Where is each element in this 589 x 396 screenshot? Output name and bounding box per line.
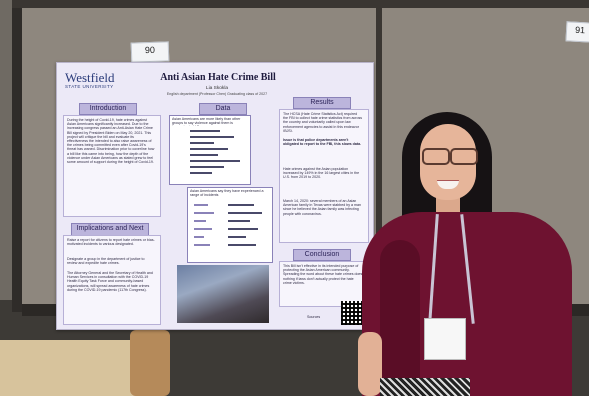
- chart-bar: [228, 212, 262, 214]
- implications-text-1: Raise a report for citizens to report ha…: [67, 238, 155, 247]
- poster-title: Anti Asian Hate Crime Bill: [160, 72, 276, 83]
- section-introduction: Introduction: [79, 103, 137, 115]
- chart-bar: [190, 154, 218, 156]
- chart-bar: [190, 136, 234, 138]
- poster-number-tag: 90: [130, 41, 170, 63]
- board-top-rail: [12, 0, 589, 8]
- chart-bar: [194, 212, 214, 214]
- university-logo: Westfield STATE UNIVERSITY: [65, 71, 135, 93]
- research-poster: Westfield STATE UNIVERSITY Anti Asian Ha…: [56, 62, 374, 330]
- chart-bar: [228, 204, 254, 206]
- implications-text-3: The Attorney General and the Secretary o…: [67, 271, 153, 292]
- chart-bar: [190, 172, 212, 174]
- chart-bar: [194, 236, 204, 238]
- protest-photo: [177, 265, 269, 323]
- person-skirt: [380, 378, 470, 396]
- results-box: [279, 109, 369, 243]
- chart-bar: [194, 244, 210, 246]
- data-chart-1: Asian Americans are more likely than oth…: [169, 115, 251, 185]
- board-divider: [376, 6, 382, 312]
- data-chart-2: Asian Americans say they have experience…: [187, 187, 273, 263]
- implications-box: [63, 235, 161, 325]
- logo-subtitle: STATE UNIVERSITY: [65, 84, 114, 89]
- section-conclusion: Conclusion: [293, 249, 351, 261]
- implications-text-2: Designate a group in the department of j…: [67, 257, 145, 266]
- chart-bar: [190, 166, 224, 168]
- logo-name: Westfield: [65, 70, 115, 85]
- section-data: Data: [199, 103, 247, 115]
- background-person-legs: [130, 330, 170, 396]
- chart-bar: [190, 130, 220, 132]
- glasses-lens-left: [422, 148, 450, 165]
- chart-bar: [190, 148, 228, 150]
- person-arm: [358, 332, 382, 396]
- name-badge: [424, 318, 466, 360]
- poster-affiliation: English department (Professor Chen) Grad…: [166, 92, 268, 96]
- floor-wood-area: [0, 340, 150, 396]
- conclusion-box: [279, 261, 369, 307]
- poster-number-tag-next: 91: [565, 21, 589, 43]
- glasses: [420, 148, 478, 165]
- results-text-3: Hate crimes against the Asian population…: [283, 167, 360, 180]
- smile: [437, 180, 459, 189]
- sources-label: Sources: [307, 315, 321, 319]
- conclusion-text: This Bill isn't effective in its intende…: [283, 264, 363, 285]
- chart-bar: [228, 228, 258, 230]
- chart-bar: [228, 236, 246, 238]
- chart-bar: [190, 142, 214, 144]
- chart-1-title: Asian Americans are more likely than oth…: [172, 117, 241, 126]
- intro-box: [63, 115, 161, 217]
- chart-bar: [194, 228, 212, 230]
- chart-bar: [194, 204, 208, 206]
- chart-2-title: Asian Americans say they have experience…: [190, 189, 264, 198]
- intro-text: During the height of Covid-19, hate crim…: [67, 118, 155, 165]
- qr-code: [341, 301, 365, 325]
- poster-author: Lia Skokla: [205, 86, 229, 91]
- section-results: Results: [293, 97, 351, 109]
- person-top-fold: [380, 240, 420, 396]
- results-text-2: Issue is that police departments aren't …: [283, 138, 362, 147]
- chart-bar: [228, 244, 256, 246]
- results-text-4: March 14, 2020: several members of an As…: [283, 199, 362, 216]
- chart-bar: [190, 160, 240, 162]
- chart-bar: [228, 220, 250, 222]
- results-text-1: The HCSA (Hate Crime Statistics Act) req…: [283, 112, 363, 132]
- chart-bar: [194, 220, 206, 222]
- glasses-lens-right: [450, 148, 478, 165]
